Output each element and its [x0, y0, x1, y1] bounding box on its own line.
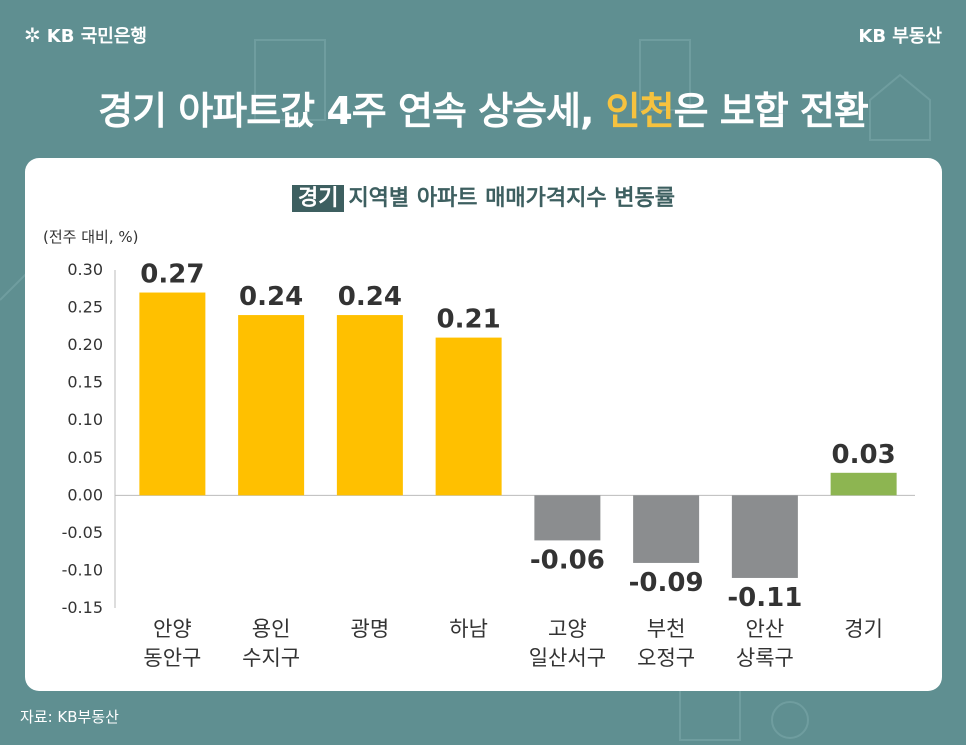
headline-part1: 경기 아파트값 4주 연속 상승세, [98, 89, 606, 133]
category-label: 일산서구 [529, 646, 606, 670]
kb-bank-logo: ✲ KB 국민은행 [24, 22, 147, 48]
y-tick-label: 0.00 [67, 485, 103, 504]
chart-card: 경기 지역별 아파트 매매가격지수 변동률 (전주 대비, %) 0.30 0.25… [25, 158, 942, 691]
y-tick-label: 0.25 [67, 298, 103, 317]
chart-subtitle: 경기 지역별 아파트 매매가격지수 변동률 [25, 180, 942, 212]
category-label: 안양 [153, 617, 192, 641]
bar-value-label: 0.21 [437, 305, 501, 335]
bar-chart: 0.30 0.25 0.20 0.15 0.10 0.05 0.00 -0.05 -0.10 -0… [62, 260, 915, 670]
kb-bank-name: KB 국민은행 [46, 26, 147, 47]
headline-highlight: 인천 [605, 89, 675, 133]
y-tick-label: 0.05 [67, 448, 103, 467]
bar-value-label: 0.27 [140, 260, 204, 290]
headline-part2: 은 보합 전환 [673, 89, 869, 133]
headline: 경기 아파트값 4주 연속 상승세, 인천은 보합 전환 [0, 80, 966, 135]
bar-value-label: 0.03 [832, 440, 896, 470]
bar [830, 472, 897, 496]
kb-realty-logo: KB 부동산 [858, 26, 942, 47]
subtitle-tag: 경기 [291, 185, 345, 212]
y-tick-label: 0.30 [67, 260, 103, 279]
source-note: 자료: KB부동산 [20, 708, 119, 726]
bar-value-label: -0.06 [530, 545, 605, 575]
category-label: 용인 [252, 617, 291, 641]
bar [238, 315, 305, 496]
bar [139, 292, 206, 496]
category-label: 동안구 [143, 646, 201, 670]
y-tick-label: 0.10 [67, 410, 103, 429]
y-tick-label: -0.05 [62, 523, 103, 542]
category-label: 광명 [351, 617, 390, 641]
category-label: 고양 [548, 617, 587, 641]
category-label: 부천 [647, 617, 686, 641]
kb-star-icon: ✲ [24, 23, 41, 47]
y-tick-label: -0.10 [62, 560, 103, 579]
category-label: 하남 [449, 617, 488, 641]
bar [534, 495, 601, 541]
bar-value-label: 0.24 [239, 282, 303, 312]
bar [731, 495, 798, 578]
bar-value-label: -0.09 [629, 568, 704, 598]
y-tick-label: 0.15 [67, 373, 103, 392]
category-label: 경기 [844, 617, 883, 641]
bar-value-label: -0.11 [727, 583, 802, 613]
bar [336, 315, 403, 496]
category-label: 오정구 [637, 646, 695, 670]
unit-label: (전주 대비, %) [43, 228, 139, 246]
y-tick-label: 0.20 [67, 335, 103, 354]
bar [435, 337, 502, 496]
category-label: 수지구 [242, 646, 300, 670]
y-tick-label: -0.15 [62, 598, 103, 617]
bar-value-label: 0.24 [338, 282, 402, 312]
category-label: 안산 [746, 617, 785, 641]
subtitle-text: 지역별 아파트 매매가격지수 변동률 [348, 186, 676, 211]
category-label: 상록구 [736, 646, 794, 670]
bar [633, 495, 700, 563]
